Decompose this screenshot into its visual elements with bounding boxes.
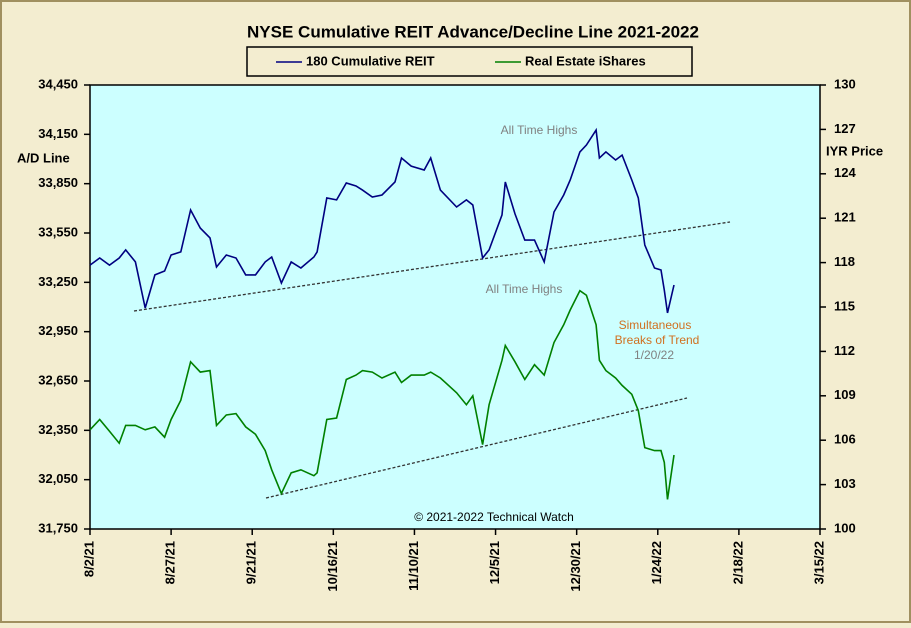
x-tick-label: 11/10/21 — [406, 541, 421, 591]
y2-tick-label: 121 — [834, 210, 856, 225]
y-tick-label: 31,750 — [38, 520, 78, 535]
y-tick-label: 33,550 — [38, 224, 78, 239]
x-tick-label: 8/2/21 — [81, 541, 96, 577]
x-tick-label: 3/15/22 — [811, 541, 826, 584]
y2-tick-label: 100 — [834, 520, 856, 535]
credit: © 2021-2022 Technical Watch — [414, 510, 574, 524]
x-tick-label: 1/24/22 — [649, 541, 664, 584]
legend-label: 180 Cumulative REIT — [306, 53, 435, 68]
trend-line — [265, 397, 688, 499]
annotation: Simultaneous — [619, 318, 692, 332]
legend-label: Real Estate iShares — [525, 53, 646, 68]
y-tick-label: 33,250 — [38, 274, 78, 289]
trend-line — [133, 221, 731, 312]
plot-area — [89, 84, 821, 530]
y-axis-label: A/D Line — [17, 150, 70, 165]
annotation: 1/20/22 — [634, 348, 674, 362]
x-tick-label: 2/18/22 — [730, 541, 745, 584]
chart-title: NYSE Cumulative REIT Advance/Decline Lin… — [247, 22, 699, 41]
y-tick-label: 32,350 — [38, 422, 78, 437]
y-tick-label: 32,650 — [38, 372, 78, 387]
y-tick-label: 32,050 — [38, 471, 78, 486]
annotation: All Time Highs — [486, 282, 563, 296]
y2-tick-label: 124 — [834, 165, 856, 180]
y-tick-label: 34,150 — [38, 126, 78, 141]
x-tick-label: 12/5/21 — [487, 541, 502, 584]
x-tick-label: 12/30/21 — [568, 541, 583, 592]
y-tick-label: 34,450 — [38, 76, 78, 91]
series-line — [89, 289, 675, 500]
y2-tick-label: 130 — [834, 76, 856, 91]
y2-tick-label: 103 — [834, 476, 856, 491]
x-tick-label: 10/16/21 — [325, 541, 340, 592]
x-tick-label: 9/21/21 — [244, 541, 259, 584]
series-line — [89, 127, 675, 314]
x-tick-label: 8/27/21 — [163, 541, 178, 584]
legend-box — [246, 46, 693, 77]
y-tick-label: 33,850 — [38, 175, 78, 190]
y2-tick-label: 106 — [834, 432, 856, 447]
annotation: Breaks of Trend — [615, 333, 700, 347]
y2-tick-label: 115 — [834, 298, 855, 313]
y2-tick-label: 112 — [834, 343, 855, 358]
y2-tick-label: 118 — [834, 254, 855, 269]
y-tick-label: 32,950 — [38, 323, 78, 338]
y2-tick-label: 127 — [834, 121, 856, 136]
y2-axis-label: IYR Price — [826, 143, 883, 158]
y2-tick-label: 109 — [834, 387, 856, 402]
annotation: All Time Highs — [501, 123, 578, 137]
